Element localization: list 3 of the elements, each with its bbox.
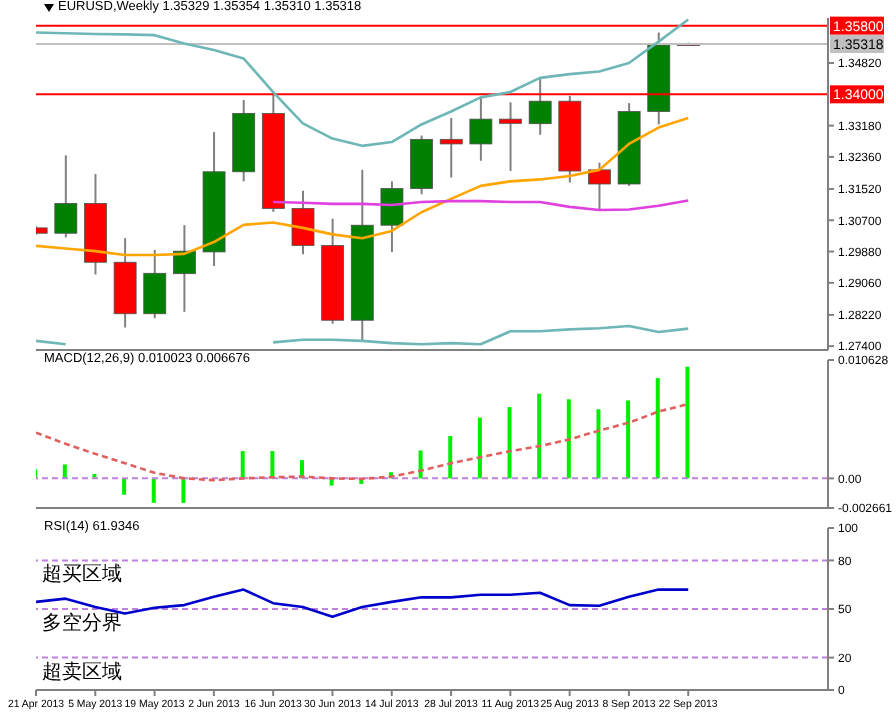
ref-line-label: 超卖区域	[42, 659, 122, 684]
ref-line-label: 超买区域	[42, 562, 122, 587]
ref-line-label: 多空分界	[42, 611, 122, 635]
